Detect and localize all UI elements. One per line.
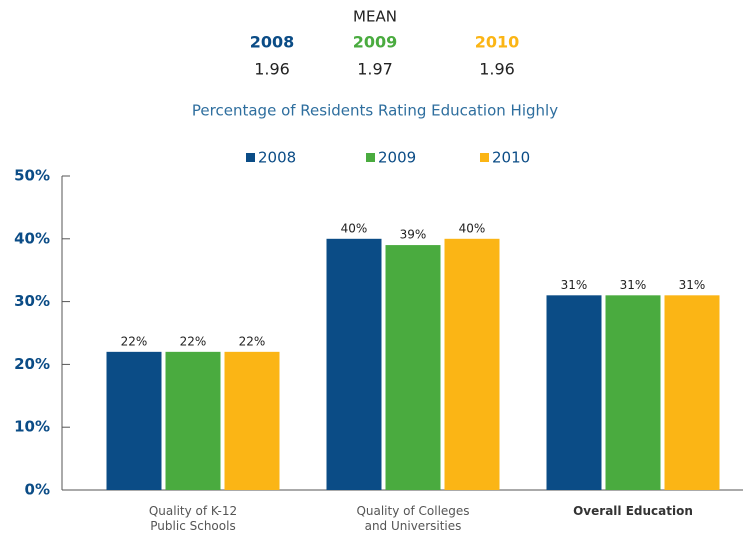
y-tick-label: 50% [14,167,50,185]
legend-label: 2008 [258,149,296,167]
mean-value: 1.97 [357,60,393,79]
data-label: 31% [561,278,588,292]
y-tick-label: 30% [14,292,50,310]
x-tick-label: Overall Education [573,504,693,518]
bar [664,295,720,490]
y-tick-label: 20% [14,355,50,373]
x-tick-label: Quality of Colleges and Universities [356,504,470,533]
bar [605,295,661,490]
mean-title: MEAN [353,8,397,26]
data-label: 31% [679,278,706,292]
bar [546,295,602,490]
legend-swatch [246,153,255,162]
mean-year: 2010 [475,33,520,52]
y-tick-label: 40% [14,229,50,247]
legend-label: 2010 [492,149,530,167]
x-tick-label: Quality of K-12 Public Schools [148,504,238,533]
bar [224,351,280,490]
bar [106,351,162,490]
mean-year: 2008 [250,33,295,52]
data-label: 39% [400,228,427,242]
bar [444,238,500,490]
mean-value: 1.96 [254,60,290,79]
y-tick-label: 10% [14,418,50,436]
legend-swatch [480,153,489,162]
mean-year: 2009 [353,33,398,52]
data-label: 22% [180,334,207,348]
bar [165,351,221,490]
legend-swatch [366,153,375,162]
bar [326,238,382,490]
y-tick-label: 0% [25,481,50,499]
legend-label: 2009 [378,149,416,167]
data-label: 40% [341,221,368,235]
data-label: 22% [121,334,148,348]
data-label: 31% [620,278,647,292]
chart-title: Percentage of Residents Rating Education… [192,102,558,120]
data-label: 40% [459,221,486,235]
mean-value: 1.96 [479,60,515,79]
data-label: 22% [239,334,266,348]
bar [385,245,441,490]
